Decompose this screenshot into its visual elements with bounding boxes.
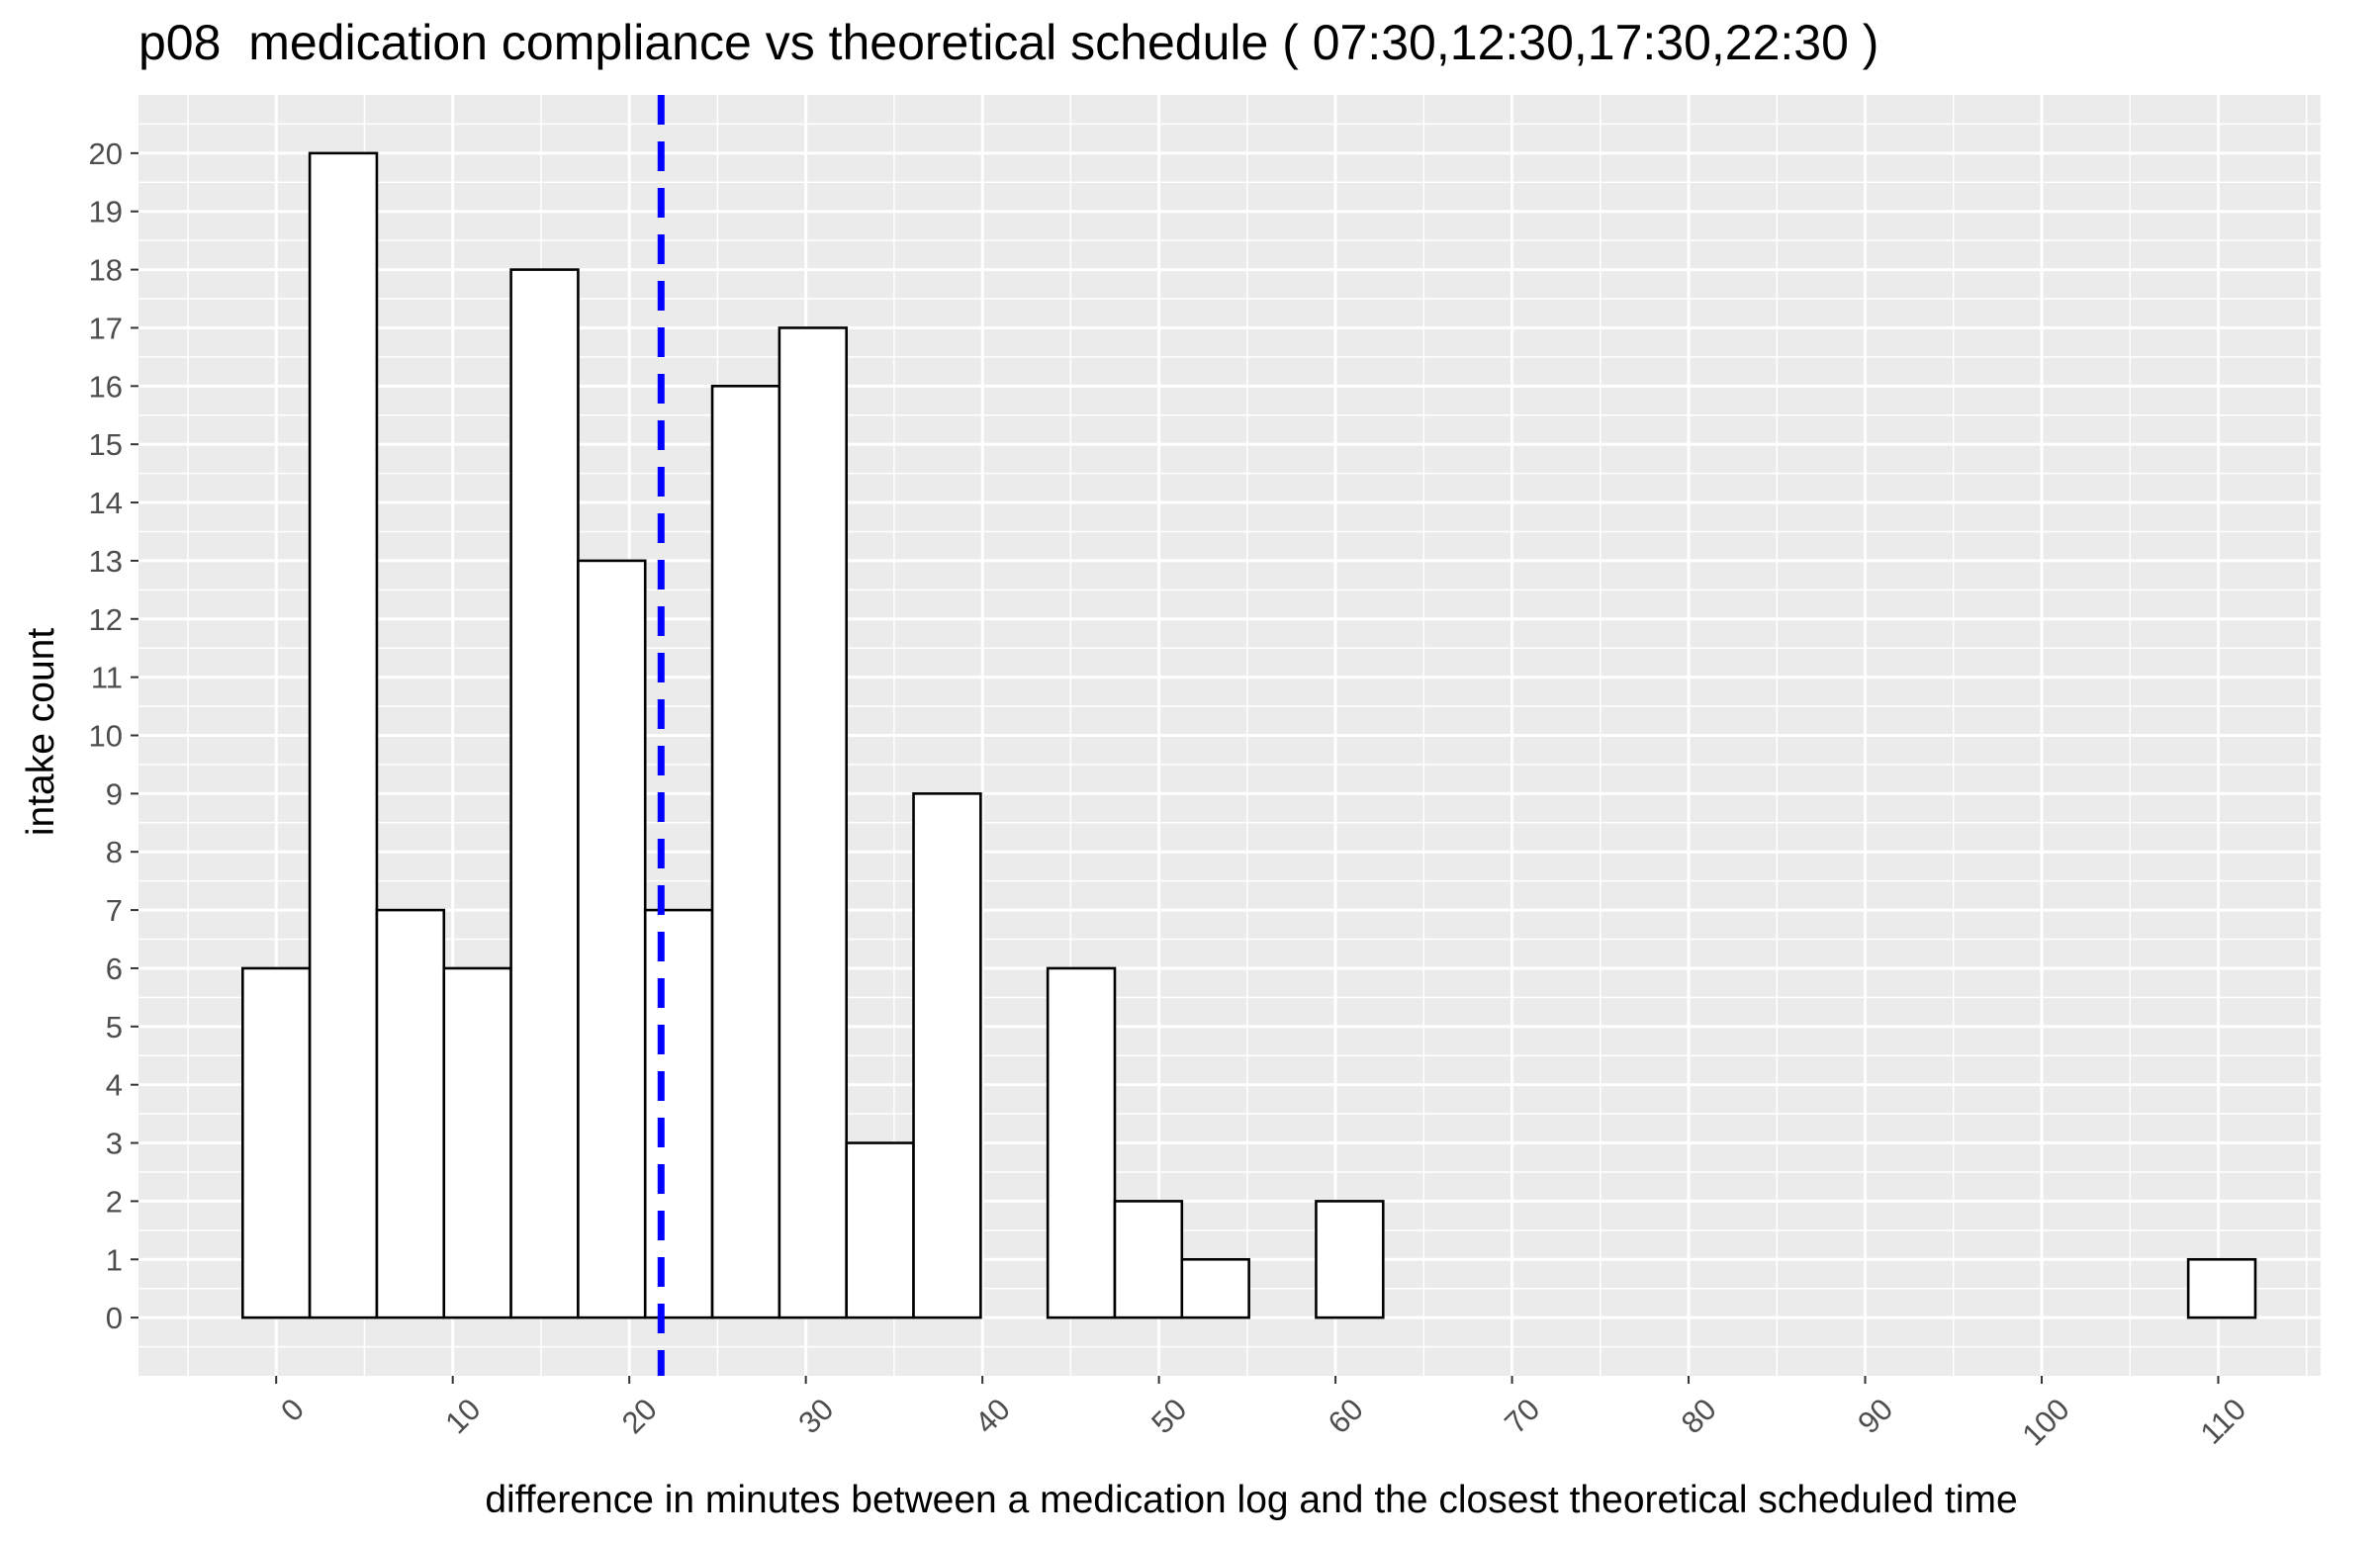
x-tick-label: 80 (1675, 1392, 1723, 1440)
histogram-bar (1315, 1200, 1385, 1319)
y-tick-label: 20 (89, 136, 123, 171)
chart-title: p08 medication compliance vs theoretical… (138, 15, 1879, 70)
x-tick-label: 70 (1498, 1392, 1546, 1440)
histogram-bar (308, 151, 379, 1319)
histogram-bar (778, 326, 849, 1319)
y-tick-label: 19 (89, 195, 123, 229)
y-tick-label: 11 (91, 661, 123, 695)
y-tick-label: 18 (89, 253, 123, 288)
histogram-bar (1180, 1257, 1250, 1319)
histogram-bar (577, 559, 647, 1319)
x-tick-label: 20 (615, 1392, 664, 1440)
y-tick-label: 4 (106, 1068, 123, 1103)
histogram-bar (845, 1141, 915, 1319)
x-tick-label: 90 (1851, 1392, 1899, 1440)
histogram-bar (442, 966, 512, 1319)
histogram-bar (509, 268, 580, 1319)
y-tick-label: 7 (106, 893, 123, 928)
x-tick-label: 30 (791, 1392, 840, 1440)
x-tick-label: 0 (274, 1392, 311, 1428)
y-tick-label: 15 (89, 427, 123, 462)
y-tick-label: 16 (89, 369, 123, 404)
histogram-bar (912, 792, 982, 1319)
x-tick-label: 40 (968, 1392, 1017, 1440)
y-tick-label: 0 (106, 1301, 123, 1335)
y-tick-label: 5 (106, 1010, 123, 1044)
x-tick-label: 110 (2194, 1392, 2253, 1451)
y-tick-label: 10 (89, 719, 123, 754)
x-tick-label: 60 (1322, 1392, 1370, 1440)
x-tick-label: 100 (2015, 1392, 2075, 1452)
y-tick-label: 3 (106, 1127, 123, 1161)
y-tick-label: 14 (89, 486, 123, 520)
histogram-bar (1046, 966, 1117, 1319)
y-tick-label: 9 (106, 776, 123, 811)
histogram-bars (241, 151, 2257, 1319)
y-tick-label: 13 (89, 544, 123, 579)
histogram-bar (375, 908, 446, 1319)
y-tick-label: 6 (106, 952, 123, 986)
histogram-bar (710, 385, 781, 1319)
y-tick-label: 8 (106, 835, 123, 869)
histogram-bar (643, 908, 714, 1319)
y-tick-label: 17 (89, 311, 123, 345)
x-axis-label: difference in minutes between a medicati… (485, 1479, 2018, 1521)
x-tick-label: 10 (438, 1392, 487, 1440)
y-tick-label: 12 (89, 602, 123, 637)
y-tick-label: 2 (106, 1184, 123, 1219)
y-tick-label: 1 (106, 1242, 123, 1277)
x-axis: 0 10 20 30 40 50 60 70 80 90 100 110 (274, 1376, 2252, 1452)
x-tick-label: 50 (1144, 1392, 1193, 1440)
histogram-bar (241, 966, 312, 1319)
histogram-bar (2186, 1257, 2257, 1319)
histogram-bar (1113, 1200, 1184, 1319)
